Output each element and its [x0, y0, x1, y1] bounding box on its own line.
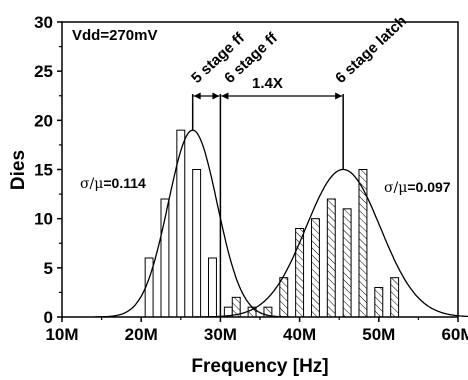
- ratio-label: 1.4X: [252, 75, 283, 92]
- arrow-ff-head-left: [193, 92, 201, 100]
- x-tick-label: 10M: [45, 325, 78, 344]
- arrow-latch-head-right: [335, 92, 343, 100]
- arrow-ff-head-right: [212, 92, 220, 100]
- y-tick-label: 15: [34, 161, 53, 180]
- bar-series-1: [192, 169, 202, 318]
- bar-series-1: [208, 257, 217, 318]
- y-tick-label: 5: [44, 259, 53, 278]
- bar-series-2: [342, 208, 352, 318]
- sigma-left-symbol: σ/μ: [80, 176, 103, 192]
- y-tick-label: 20: [34, 111, 53, 130]
- y-tick-label: 25: [34, 62, 53, 81]
- bar-series-2: [326, 198, 336, 318]
- sigma-left-value: =0.114: [103, 175, 146, 191]
- bar-series-2: [310, 218, 320, 318]
- x-tick-label: 40M: [283, 325, 316, 344]
- plot-frame: [61, 21, 459, 318]
- arrow-latch-head-left: [221, 92, 229, 100]
- axis-ticks: 10M 20M 30M 40M 50M 60M 0 5 10 15 20 25 30: [34, 13, 468, 344]
- x-tick-label: 20M: [125, 325, 158, 344]
- x-tick-label: 50M: [362, 325, 395, 344]
- vdd-label: Vdd=270mV: [72, 27, 157, 44]
- fit-curve-1: [94, 129, 291, 318]
- bar-series-2: [358, 169, 368, 318]
- bar-series-1: [144, 257, 154, 318]
- y-tick-label: 0: [44, 308, 53, 327]
- sigma-right-symbol: σ/μ: [384, 180, 407, 196]
- x-axis-title: Frequency [Hz]: [191, 356, 328, 377]
- y-tick-label: 30: [34, 13, 53, 32]
- sigma-left-label: σ/μ=0.114: [80, 175, 146, 192]
- bar-series-2: [390, 277, 400, 318]
- x-tick-label: 60M: [441, 325, 468, 344]
- sigma-right-label: σ/μ=0.097: [384, 179, 451, 196]
- marker-label-6-stage-latch: 6 stage latch: [332, 13, 410, 87]
- y-axis-title: Dies: [8, 150, 29, 190]
- x-tick-label: 30M: [204, 325, 237, 344]
- bar-series-2: [279, 277, 289, 318]
- sigma-right-value: =0.097: [407, 179, 450, 195]
- plot-area: [94, 92, 468, 318]
- bar-series-2: [374, 287, 384, 318]
- y-tick-label: 10: [34, 210, 53, 229]
